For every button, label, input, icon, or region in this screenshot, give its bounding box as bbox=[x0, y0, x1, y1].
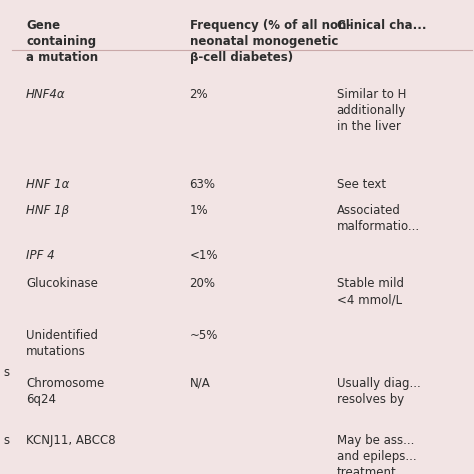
Text: 63%: 63% bbox=[190, 178, 216, 191]
Text: Chromosome
6q24: Chromosome 6q24 bbox=[26, 377, 104, 406]
Text: s: s bbox=[4, 434, 10, 447]
Text: Usually diag...
resolves by: Usually diag... resolves by bbox=[337, 377, 420, 406]
Text: HNF 1α: HNF 1α bbox=[26, 178, 70, 191]
Text: Stable mild
<4 mmol/L: Stable mild <4 mmol/L bbox=[337, 277, 403, 306]
Text: May be ass...
and epileps...
treatment: May be ass... and epileps... treatment bbox=[337, 434, 416, 474]
Text: HNF4α: HNF4α bbox=[26, 88, 66, 100]
Text: Associated
malformatio...: Associated malformatio... bbox=[337, 204, 419, 233]
Text: 2%: 2% bbox=[190, 88, 208, 100]
Text: Similar to H
additionally
in the liver: Similar to H additionally in the liver bbox=[337, 88, 406, 133]
Text: IPF 4: IPF 4 bbox=[26, 249, 55, 262]
Text: 1%: 1% bbox=[190, 204, 208, 217]
Text: Clinical cha...: Clinical cha... bbox=[337, 19, 426, 32]
Text: Unidentified
mutations: Unidentified mutations bbox=[26, 329, 98, 358]
Text: <1%: <1% bbox=[190, 249, 218, 262]
Text: ~5%: ~5% bbox=[190, 329, 218, 342]
Text: 20%: 20% bbox=[190, 277, 216, 290]
Text: N/A: N/A bbox=[190, 377, 210, 390]
Text: Glucokinase: Glucokinase bbox=[26, 277, 98, 290]
Text: Gene
containing
a mutation: Gene containing a mutation bbox=[26, 19, 98, 64]
Text: HNF 1β: HNF 1β bbox=[26, 204, 69, 217]
Text: KCNJ11, ABCC8: KCNJ11, ABCC8 bbox=[26, 434, 116, 447]
Text: Frequency (% of all non-
neonatal monogenetic
β-cell diabetes): Frequency (% of all non- neonatal monoge… bbox=[190, 19, 351, 64]
Text: See text: See text bbox=[337, 178, 386, 191]
Text: s: s bbox=[4, 366, 10, 379]
